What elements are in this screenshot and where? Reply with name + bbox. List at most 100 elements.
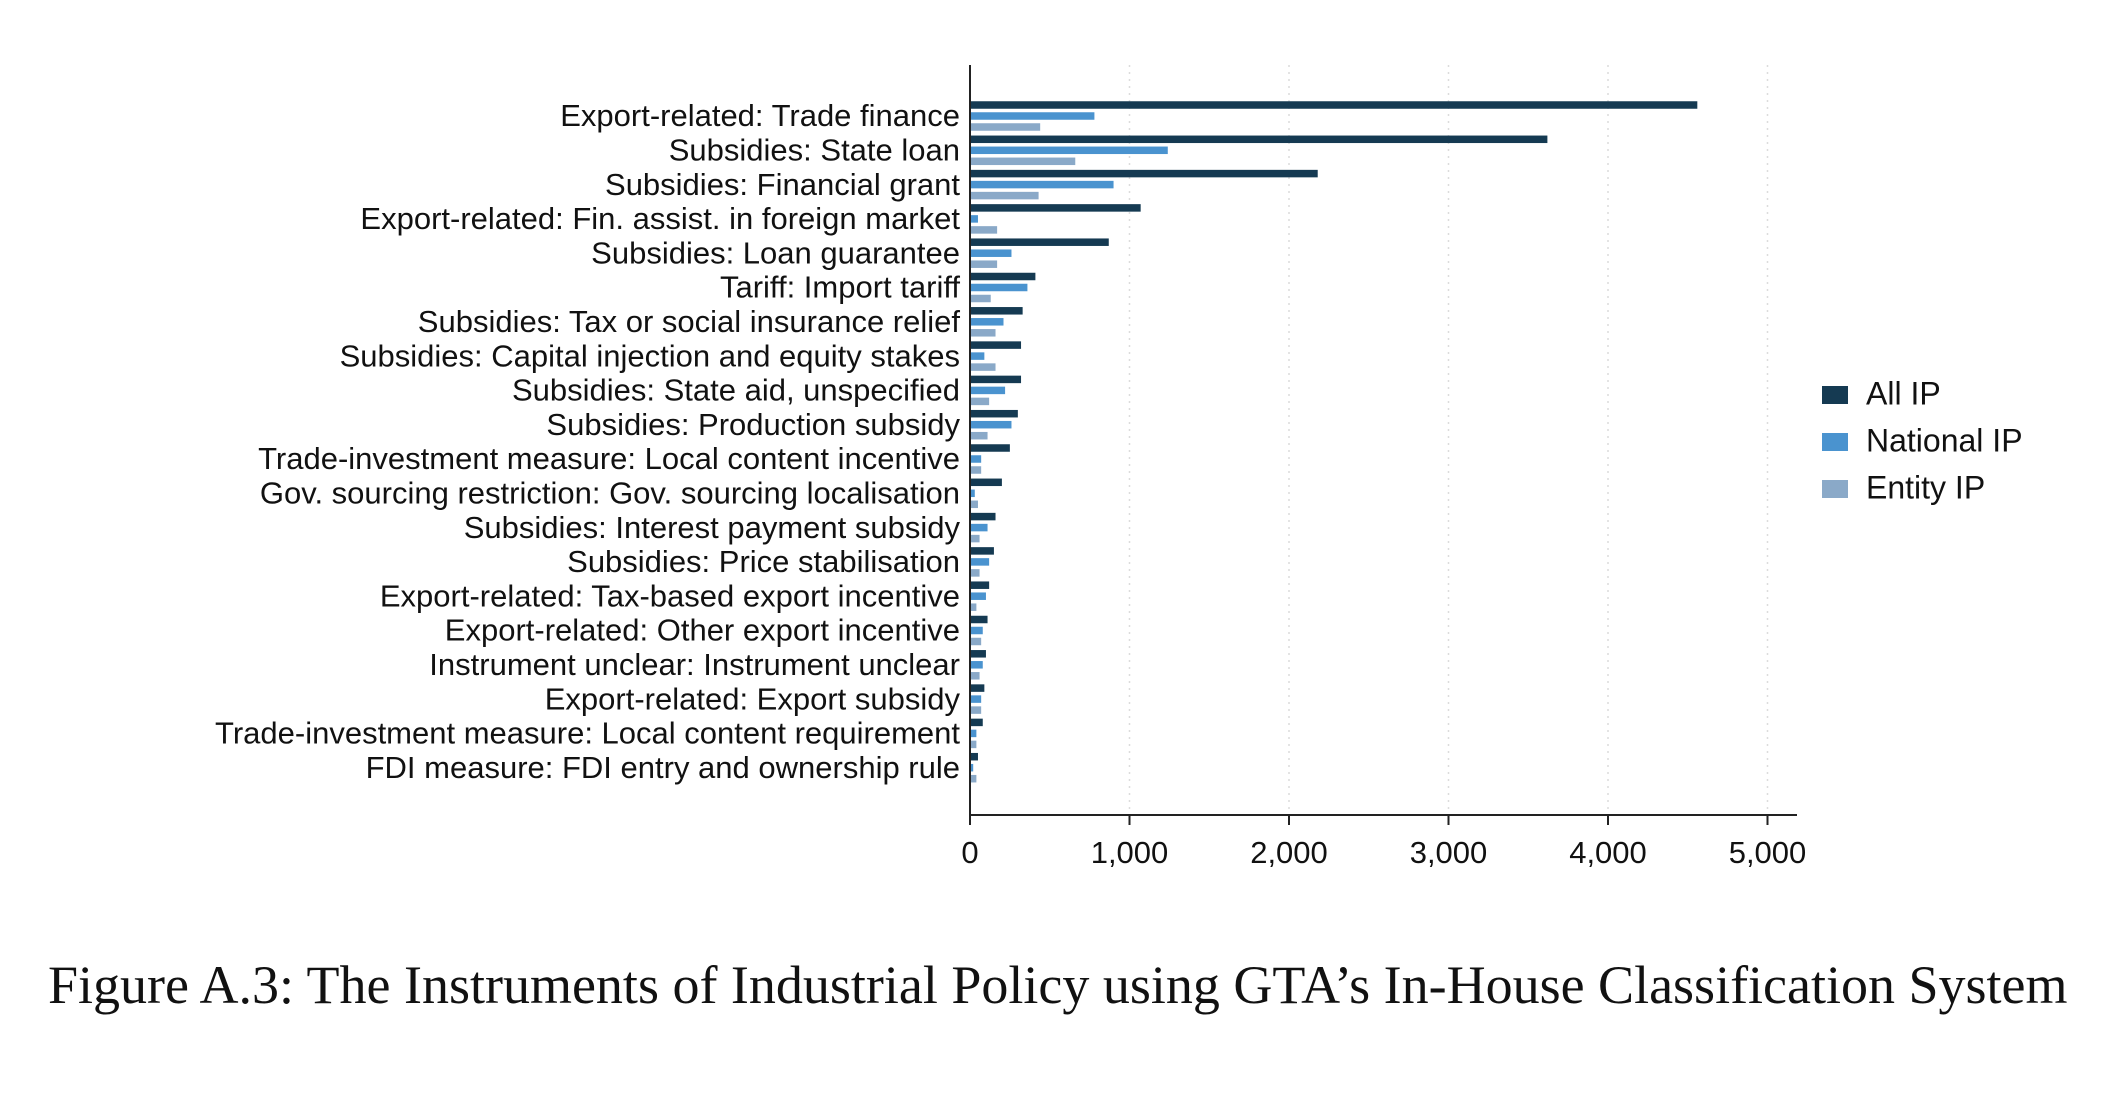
bar-entity-ip-0 (970, 123, 1041, 131)
bar-all-ip-19 (970, 752, 978, 761)
bar-national-ip-13 (970, 558, 990, 566)
category-label: Export-related: Other export incentive (445, 613, 960, 648)
bar-all-ip-12 (970, 512, 996, 521)
bar-all-ip-17 (970, 684, 985, 692)
category-label: FDI measure: FDI entry and ownership rul… (366, 750, 960, 785)
legend: All IP National IP Entity IP (1822, 375, 2023, 505)
category-label: Export-related: Tax-based export incenti… (380, 578, 960, 613)
bar-entity-ip-4 (970, 260, 998, 268)
x-tick-label: 5,000 (1729, 835, 1807, 870)
category-label: Export-related: Export subsidy (545, 681, 961, 716)
legend-swatch-entity-ip (1822, 480, 1848, 498)
bar-all-ip-7 (970, 341, 1022, 349)
bar-all-ip-18 (970, 718, 983, 727)
legend-swatch-national-ip (1822, 433, 1848, 451)
legend-label: All IP (1866, 375, 1941, 411)
bar-all-ip-2 (970, 169, 1318, 178)
x-tick-label: 1,000 (1091, 835, 1169, 870)
bar-national-ip-18 (970, 729, 977, 738)
bar-entity-ip-7 (970, 363, 996, 371)
category-label: Instrument unclear: Instrument unclear (429, 647, 960, 682)
bar-all-ip-8 (970, 375, 1022, 384)
category-label: Subsidies: Production subsidy (546, 407, 960, 442)
bar-all-ip-3 (970, 204, 1141, 212)
bar-national-ip-16 (970, 661, 983, 669)
figure-caption: Figure A.3: The Instruments of Industria… (48, 955, 2068, 1015)
category-label: Trade-investment measure: Local content … (215, 716, 960, 751)
bar-all-ip-16 (970, 650, 986, 658)
category-label: Subsidies: Financial grant (605, 167, 960, 202)
category-label: Export-related: Fin. assist. in foreign … (360, 201, 960, 236)
x-tick-label: 2,000 (1250, 835, 1328, 870)
legend-label: Entity IP (1866, 469, 1985, 505)
bar-all-ip-6 (970, 307, 1023, 315)
bar-all-ip-13 (970, 547, 994, 555)
x-tick-label: 0 (961, 835, 978, 870)
category-label: Export-related: Trade finance (560, 98, 960, 133)
bar-all-ip-10 (970, 444, 1010, 452)
bar-entity-ip-15 (970, 637, 982, 646)
bar-entity-ip-12 (970, 534, 980, 543)
bar-entity-ip-10 (970, 466, 982, 474)
bar-all-ip-14 (970, 581, 990, 589)
bar-national-ip-3 (970, 215, 978, 223)
bar-national-ip-15 (970, 626, 983, 635)
bar-entity-ip-5 (970, 294, 991, 303)
category-labels: Export-related: Trade financeSubsidies: … (215, 98, 960, 785)
category-label: Subsidies: State loan (669, 132, 960, 167)
bar-national-ip-1 (970, 146, 1168, 155)
bar-all-ip-5 (970, 272, 1036, 281)
bar-national-ip-14 (970, 592, 986, 600)
bar-national-ip-4 (970, 249, 1012, 257)
bar-national-ip-19 (970, 763, 974, 772)
bar-all-ip-1 (970, 135, 1548, 144)
category-label: Subsidies: Capital injection and equity … (340, 338, 960, 373)
axes: 0 1,000 2,000 3,000 4,000 5,000 (961, 65, 1806, 870)
bar-all-ip-0 (970, 101, 1698, 109)
bar-national-ip-5 (970, 283, 1028, 292)
bar-entity-ip-2 (970, 191, 1039, 200)
bar-entity-ip-19 (970, 774, 977, 783)
bar-national-ip-17 (970, 695, 982, 703)
bar-entity-ip-3 (970, 226, 998, 234)
bar-all-ip-11 (970, 478, 1002, 487)
bar-entity-ip-16 (970, 672, 980, 680)
bar-national-ip-12 (970, 523, 988, 532)
bar-national-ip-8 (970, 386, 1006, 395)
bar-national-ip-6 (970, 318, 1004, 326)
x-tick-label: 4,000 (1569, 835, 1647, 870)
bar-entity-ip-1 (970, 157, 1076, 166)
bar-national-ip-10 (970, 455, 982, 463)
bar-entity-ip-8 (970, 397, 990, 406)
bar-entity-ip-17 (970, 706, 982, 714)
bar-entity-ip-11 (970, 500, 978, 509)
category-label: Tariff: Import tariff (720, 270, 960, 305)
bar-entity-ip-18 (970, 740, 977, 749)
bar-entity-ip-6 (970, 329, 996, 337)
category-label: Gov. sourcing restriction: Gov. sourcing… (260, 475, 960, 510)
category-label: Trade-investment measure: Local content … (258, 441, 960, 476)
bar-national-ip-0 (970, 112, 1095, 120)
bars (970, 101, 1698, 783)
bar-national-ip-2 (970, 180, 1114, 189)
gridlines (1128, 65, 1769, 815)
category-label: Subsidies: Loan guarantee (591, 235, 960, 270)
bar-all-ip-9 (970, 409, 1018, 418)
bar-chart: Export-related: Trade financeSubsidies: … (215, 65, 2023, 870)
category-label: Subsidies: State aid, unspecified (512, 373, 960, 408)
legend-label: National IP (1866, 422, 2023, 458)
category-label: Subsidies: Tax or social insurance relie… (418, 304, 961, 339)
bar-entity-ip-13 (970, 569, 980, 577)
bar-all-ip-15 (970, 615, 988, 624)
bar-national-ip-9 (970, 420, 1012, 429)
bar-all-ip-4 (970, 238, 1109, 246)
category-label: Subsidies: Price stabilisation (567, 544, 960, 579)
bar-national-ip-7 (970, 352, 985, 360)
bar-entity-ip-14 (970, 603, 977, 611)
x-tick-label: 3,000 (1410, 835, 1488, 870)
legend-swatch-all-ip (1822, 386, 1848, 404)
bar-entity-ip-9 (970, 431, 988, 440)
category-label: Subsidies: Interest payment subsidy (464, 510, 961, 545)
bar-national-ip-11 (970, 489, 975, 498)
